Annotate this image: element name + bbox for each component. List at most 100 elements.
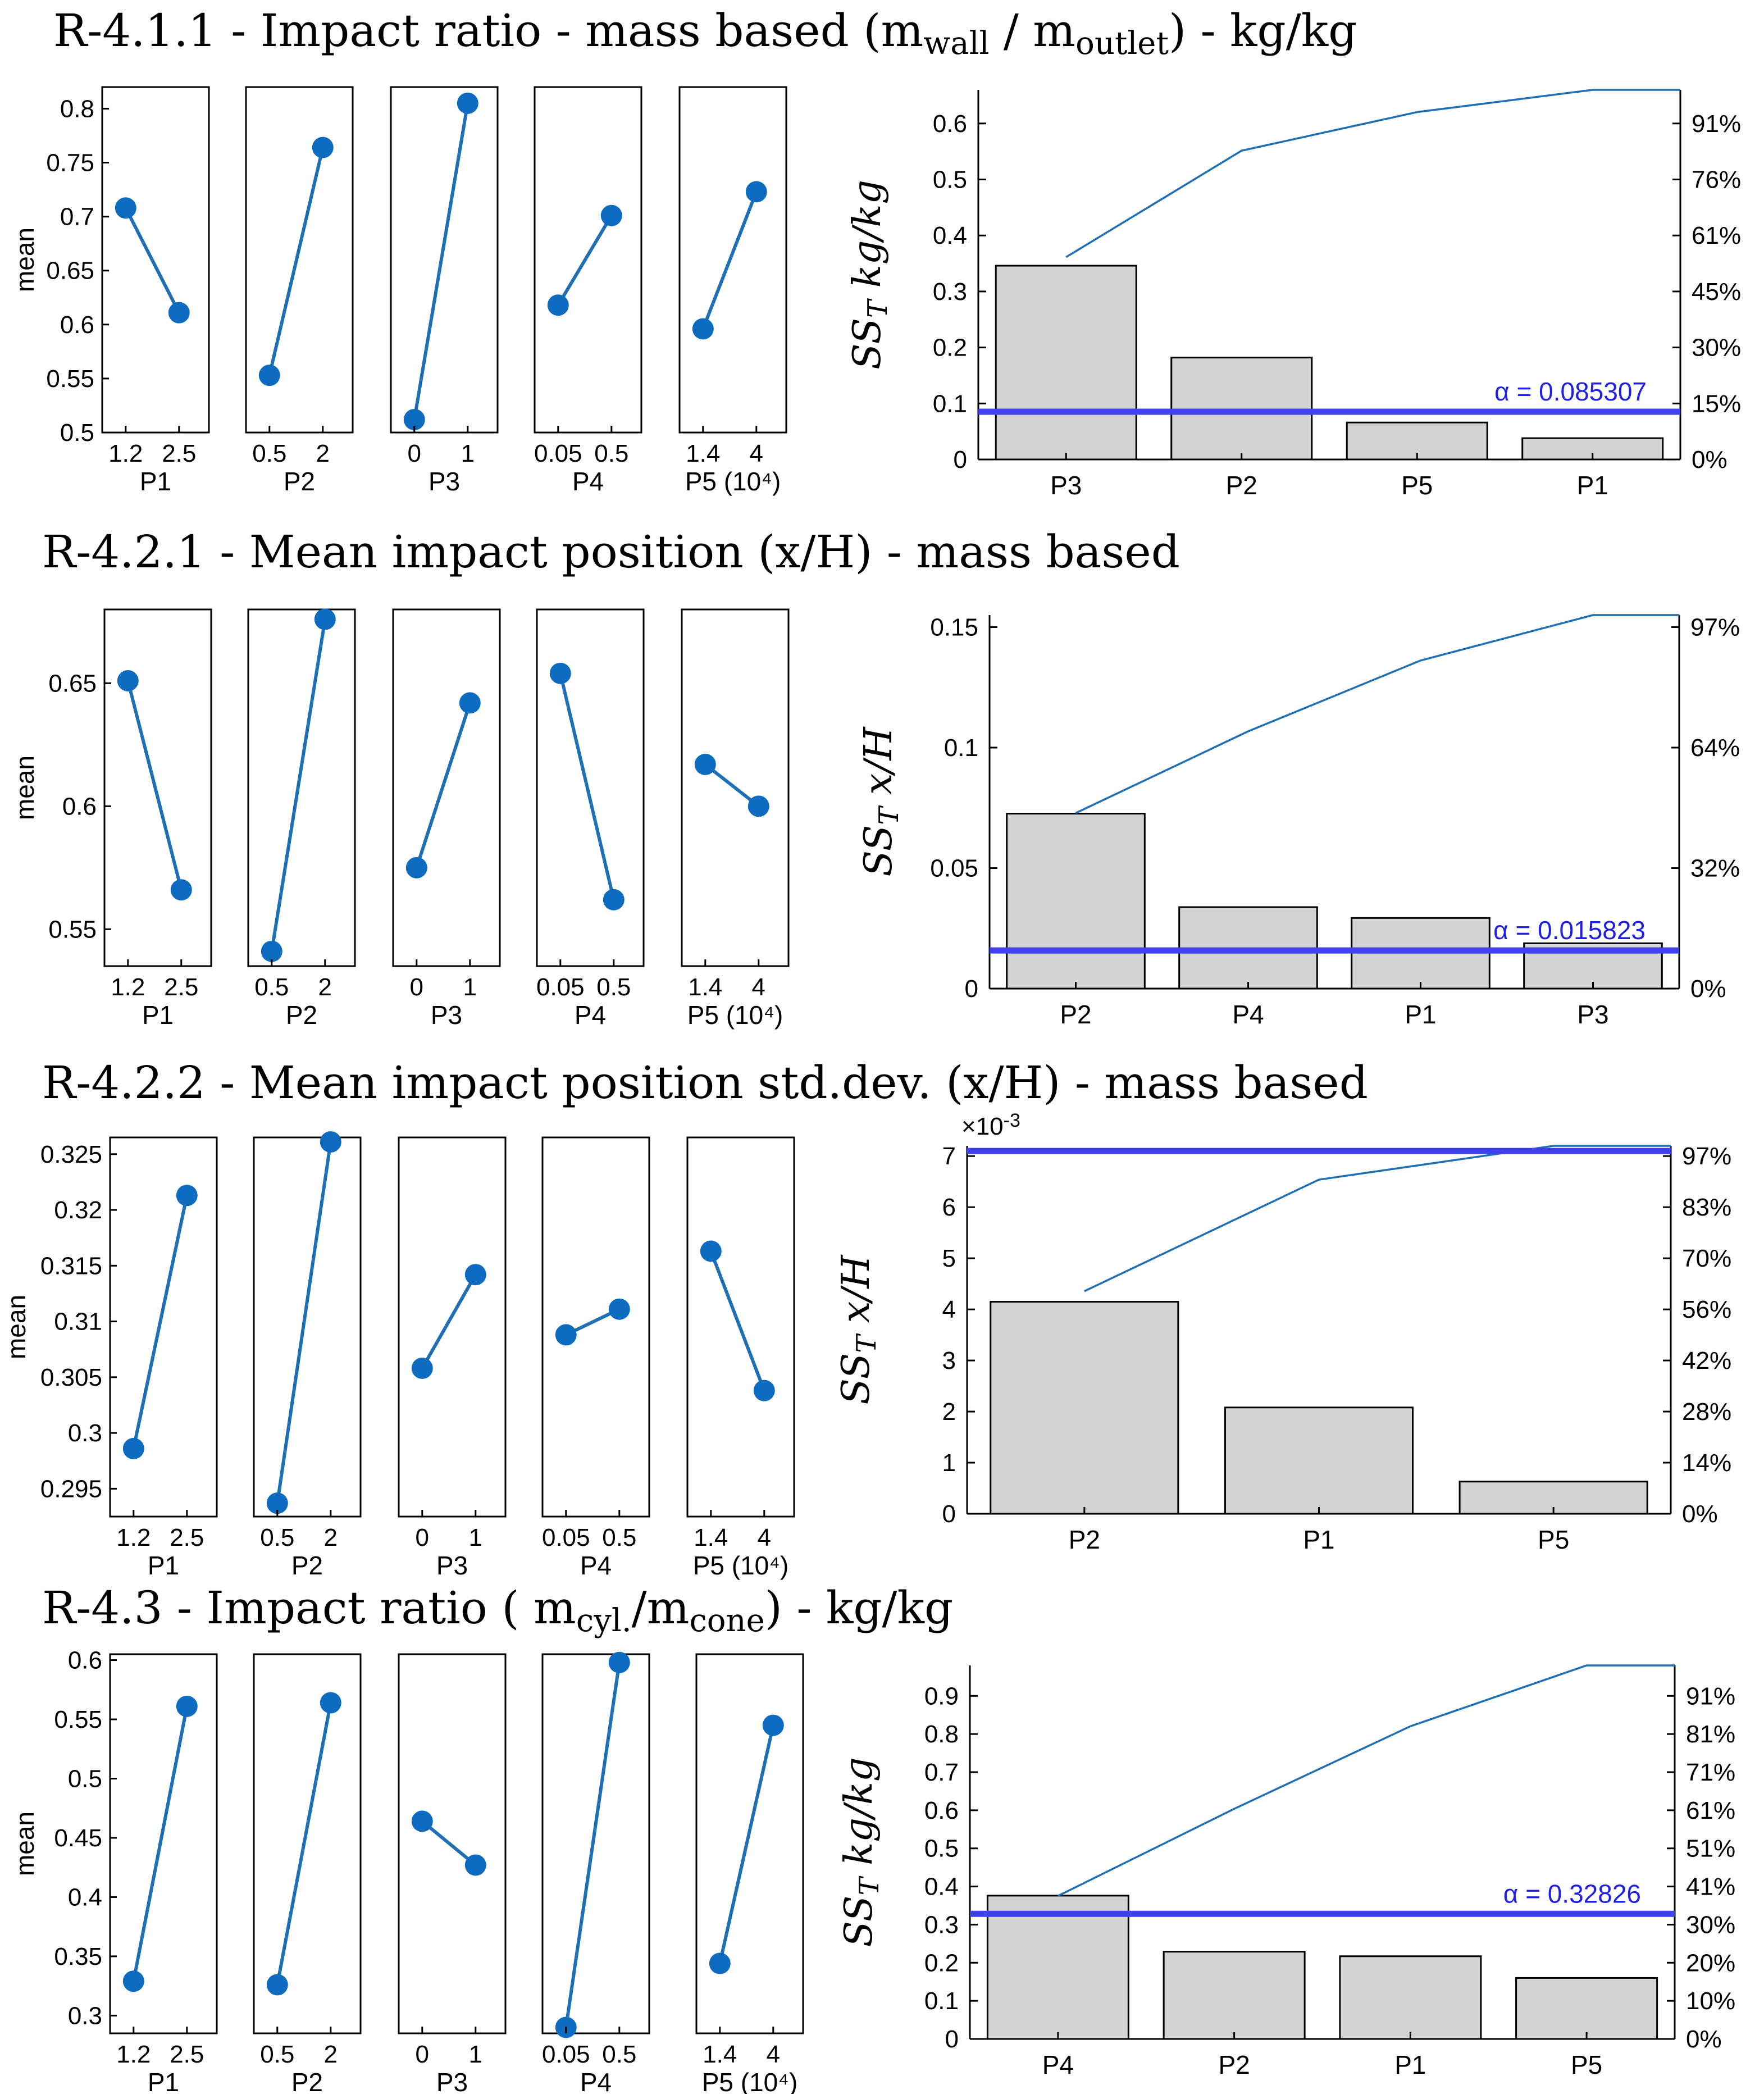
pareto-y-tick-label: 1 [942,1449,956,1477]
x-tick-label: 4 [750,440,763,467]
panel-frame [245,86,354,434]
chart-row-4: R-4.3 - Impact ratio ( mcyl./mcone) - kg… [10,1582,1735,2094]
ylabel-unit: kg/kg [837,1758,881,1878]
x-tick-label: 0.05 [534,440,582,467]
effect-point [549,662,571,684]
pareto-y2-tick-label: 14% [1682,1449,1731,1477]
effects-panel-2: 0.5 2P2 [247,608,356,1030]
effects-panel-5: 1.4 4P5 (10⁴) [695,1653,804,2094]
pareto-exponent-label: ×10-3 [961,1110,1020,1140]
ylabel-main: SS [837,1896,881,1947]
effects-panel-3: 0 1P3 [398,1136,507,1580]
y-tick-label: 0.6 [68,1647,102,1674]
panel-factor-label: P4 [580,2068,612,2094]
pareto-y-tick-label: 0.15 [930,613,978,641]
effect-point [115,197,136,219]
chart-row-1: R-4.1.1 - Impact ratio - mass based (mwa… [10,4,1741,500]
x-tick-label: 0.5 [594,440,628,467]
chart-title: R-4.1.1 - Impact ratio - mass based (mwa… [53,4,1357,62]
effect-line [557,215,613,306]
effects-panel-1: 1.2 2.5P1 [101,86,210,496]
effects-panel-4: 0.05 0.5P4 [536,608,645,1030]
effect-point [258,365,280,386]
pareto-y-tick-label: 0.6 [924,1797,959,1824]
effect-line [275,1141,332,1504]
alpha-threshold-label: α = 0.085307 [1494,377,1647,406]
pareto-y-tick-label: 0.2 [924,1949,959,1977]
effect-point [320,1692,341,1714]
panel-factor-label: P3 [436,2068,468,2094]
pareto-category-label: P2 [1218,2050,1250,2079]
x-tick-label: 0.05 [542,2041,590,2068]
x-tick-label: 0.5 [260,2041,294,2068]
effects-panel-1: 1.2 2.5P1 [109,1136,218,1580]
effect-point [122,1970,144,1992]
pareto-bar-p3 [995,265,1137,461]
pareto-y2-tick-label: 20% [1686,1949,1735,1977]
pareto-ylabel: SST x/H [856,726,905,877]
x-tick-label: 0 [416,1524,429,1551]
pareto-y2-tick-label: 15% [1692,390,1741,417]
x-tick-label: 2 [318,973,332,1001]
panel-factor-label: P5 (10⁴) [693,1551,789,1580]
effect-line [701,191,758,330]
ylabel-unit: kg/kg [845,180,890,300]
panel-factor-label: P1 [148,1551,179,1580]
effect-point [694,753,716,775]
pareto-category-label: P1 [1303,1525,1334,1554]
pareto-cumulative-line [1065,89,1680,258]
pareto-category-label: P2 [1226,471,1257,500]
pareto-chart: 0 0.05 0.1 0.15 0% 32% 64% 97% P2 P4 P1 P3 α = 0.015… [856,613,1740,1029]
panel-frame [253,1653,362,2034]
pareto-y2-tick-label: 42% [1682,1347,1731,1374]
effect-line [718,1724,775,1964]
pareto-chart: 0 0.1 0.2 0.3 0.4 0.5 0.6 0.7 0.8 0.9 0% 10% 20% 30% 4… [837,1664,1735,2079]
chart-row-3: R-4.2.2 - Mean impact position std.dev. … [2,1057,1731,1580]
effects-panel-2: 0.5 2P2 [253,1653,362,2094]
panel-factor-label: P2 [291,1551,323,1580]
panel-factor-label: P3 [429,467,460,496]
y-tick-label: 0.3 [68,1419,102,1447]
effect-point [168,302,190,324]
pareto-cumulative-line [1084,1145,1671,1292]
x-tick-label: 0.5 [254,973,289,1001]
pareto-y-tick-label: 0.7 [924,1759,959,1786]
y-tick-label: 0.31 [54,1308,102,1336]
effect-point [405,857,427,878]
effect-line [704,763,760,808]
effects-panel-4: 0.05 0.5P4 [534,86,642,496]
ylabel-subscript: T [873,805,905,825]
panel-factor-label: P5 (10⁴) [687,1000,783,1030]
x-tick-label: 1.2 [108,440,143,467]
pareto-y-tick-label: 0 [965,975,978,1003]
pareto-y-tick-label: 0.2 [933,334,967,362]
effect-point [555,1324,577,1346]
pareto-y2-tick-label: 97% [1690,613,1740,641]
effect-point [411,1810,433,1832]
effect-point [176,1695,198,1717]
ylabel-subscript: T [854,1876,885,1896]
panel-frame [103,608,212,967]
effect-point [261,940,282,962]
pareto-y2-tick-label: 64% [1690,734,1740,762]
pareto-y2-tick-label: 70% [1682,1245,1731,1272]
panel-factor-label: P3 [436,1551,468,1580]
y-tick-label: 0.55 [54,1706,102,1733]
pareto-y-tick-label: 0 [954,446,967,474]
panel-factor-label: P1 [140,467,171,496]
x-tick-label: 2 [316,440,330,467]
panel-frame [398,1653,507,2034]
effect-line [270,619,327,952]
pareto-y-tick-label: 3 [942,1347,956,1374]
ylabel-main: SS [856,825,901,877]
pareto-category-label: P2 [1060,1000,1091,1029]
effect-point [547,294,569,316]
x-tick-label: 0.05 [542,1524,590,1551]
panel-factor-label: P4 [580,1551,612,1580]
panel-frame [695,1653,804,2034]
y-tick-label: 0.35 [54,1943,102,1970]
x-tick-label: 1 [469,1524,482,1551]
pareto-y2-tick-label: 71% [1686,1759,1735,1786]
panel-frame [541,1653,650,2034]
